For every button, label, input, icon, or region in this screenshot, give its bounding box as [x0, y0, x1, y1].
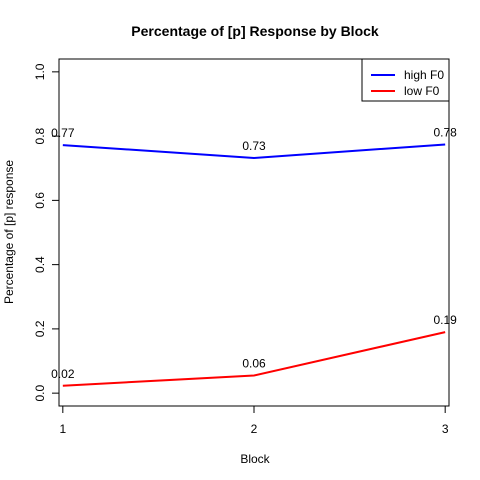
series-line-2: [62, 331, 446, 387]
y-tick-label: 0.6: [33, 192, 47, 209]
y-tick-label: 0.8: [33, 127, 47, 144]
chart-title: Percentage of [p] Response by Block: [131, 23, 379, 39]
data-label: 0.78: [433, 125, 457, 139]
data-label: 0.19: [433, 313, 457, 327]
plot-box: [58, 58, 450, 407]
y-axis: 0.0 0.2 0.4 0.6 0.8 1.0: [33, 63, 60, 401]
x-axis-label: Block: [240, 452, 270, 466]
x-tick-label: 1: [59, 422, 66, 436]
series-line-1: [62, 143, 446, 159]
y-tick-label: 0.2: [33, 320, 47, 337]
x-tick-label: 2: [251, 422, 258, 436]
legend: high F0 low F0: [361, 58, 450, 102]
x-axis: 1 2 3: [59, 405, 449, 436]
y-tick-label: 0.0: [33, 384, 47, 401]
x-tick-label: 3: [442, 422, 449, 436]
data-label: 0.77: [51, 126, 75, 140]
y-tick-label: 0.4: [33, 256, 47, 273]
data-label: 0.06: [242, 356, 266, 370]
series-layer: 0.77 0.73 0.78 0.02 0.06 0.19: [51, 125, 457, 387]
data-label: 0.02: [51, 367, 75, 381]
data-label: 0.73: [242, 139, 266, 153]
legend-box: [361, 58, 450, 102]
legend-label: low F0: [404, 84, 440, 98]
y-axis-label: Percentage of [p] response: [2, 160, 16, 304]
legend-label: high F0: [404, 68, 444, 82]
y-tick-label: 1.0: [33, 63, 47, 80]
